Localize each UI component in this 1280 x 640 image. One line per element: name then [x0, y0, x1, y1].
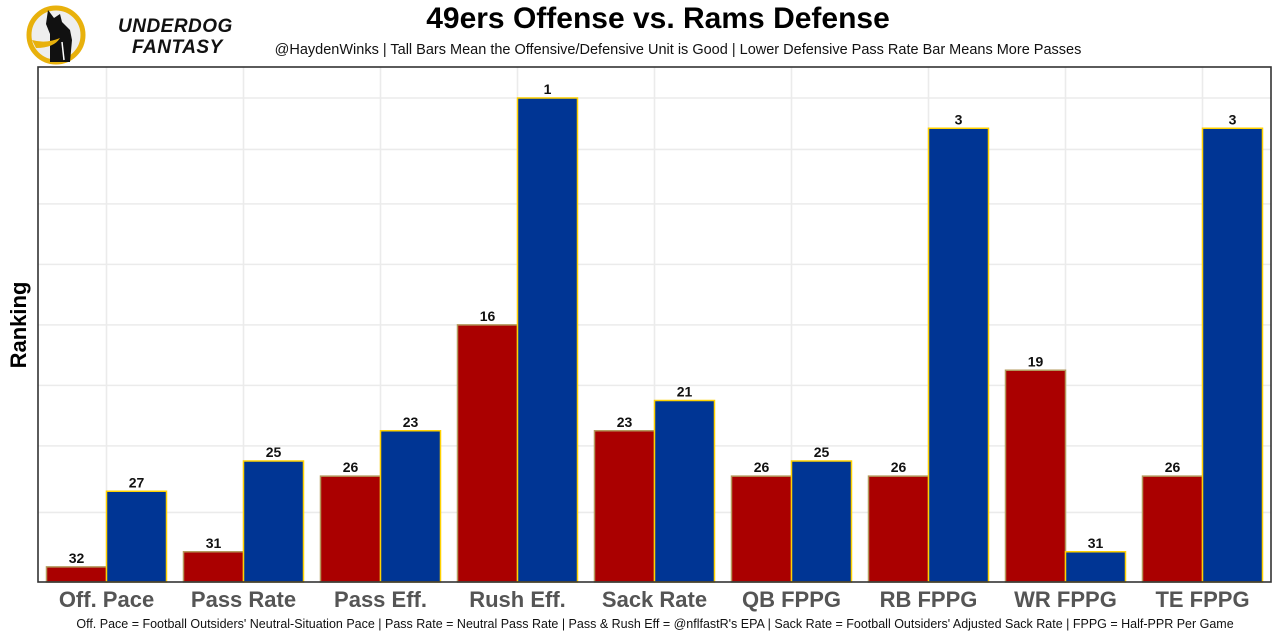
x-axis-ticks: Off. Pace Pass Rate Pass Eff. Rush Eff. Sack… [59, 587, 1250, 612]
data-label: 16 [480, 308, 496, 324]
data-labels: 32 27 31 25 26 23 16 1 23 21 26 25 26 3 19 31 26 3 [69, 81, 1237, 566]
x-tick-label: Sack Rate [602, 587, 707, 612]
data-label: 3 [1229, 111, 1237, 127]
logo-line-1: UNDERDOG [118, 16, 233, 37]
defense-bar-pass-eff [379, 430, 442, 583]
data-label: 25 [266, 444, 282, 460]
data-label: 31 [1088, 535, 1104, 551]
offense-bar-rush-eff [456, 324, 519, 583]
x-tick-label: Rush Eff. [469, 587, 566, 612]
defense-bar-sack-rate [653, 399, 716, 583]
logo-line-2: FANTASY [132, 37, 223, 58]
offense-bar-qb-fppg [730, 475, 793, 583]
defense-bar-off-pace [105, 490, 168, 583]
defense-bar-wr-fppg [1064, 551, 1127, 583]
data-label: 26 [891, 459, 907, 475]
offense-bar-off-pace [45, 566, 108, 583]
logo-wordmark: UNDERDOG FANTASY [118, 16, 233, 58]
offense-bar-sack-rate [593, 430, 656, 583]
chart-caption: Off. Pace = Football Outsiders' Neutral-… [76, 617, 1234, 631]
defense-bar-rb-fppg [927, 127, 990, 583]
data-label: 31 [206, 535, 222, 551]
data-label: 3 [955, 111, 963, 127]
data-label: 26 [343, 459, 359, 475]
offense-bar-pass-eff [319, 475, 382, 583]
x-tick-label: Pass Eff. [334, 587, 427, 612]
offense-bar-te-fppg [1141, 475, 1204, 583]
x-tick-label: Off. Pace [59, 587, 154, 612]
data-label: 26 [1165, 459, 1181, 475]
defense-bar-rush-eff [516, 97, 579, 583]
defense-bar-te-fppg [1201, 127, 1264, 583]
plot-panel-border [37, 66, 1272, 583]
data-label: 23 [403, 414, 419, 430]
data-label: 26 [754, 459, 770, 475]
x-tick-label: QB FPPG [742, 587, 841, 612]
data-label: 19 [1028, 353, 1044, 369]
data-label: 27 [129, 474, 145, 490]
data-label: 21 [677, 384, 693, 400]
chart-title: 49ers Offense vs. Rams Defense [426, 2, 890, 35]
data-label: 25 [814, 444, 830, 460]
x-tick-label: Pass Rate [191, 587, 296, 612]
bars [45, 97, 1264, 583]
underdog-fantasy-logo: UNDERDOG FANTASY [26, 4, 266, 65]
chart-subtitle: @HaydenWinks | Tall Bars Mean the Offens… [274, 42, 1082, 58]
offense-bar-pass-rate [182, 551, 245, 583]
x-tick-label: RB FPPG [880, 587, 978, 612]
x-tick-label: TE FPPG [1155, 587, 1249, 612]
defense-bar-pass-rate [242, 460, 305, 583]
defense-bar-qb-fppg [790, 460, 853, 583]
x-tick-label: WR FPPG [1014, 587, 1117, 612]
offense-bar-wr-fppg [1004, 369, 1067, 583]
data-label: 23 [617, 414, 633, 430]
data-label: 32 [69, 550, 85, 566]
data-label: 1 [544, 81, 552, 97]
dog-silhouette-icon [26, 5, 86, 65]
offense-bar-rb-fppg [867, 475, 930, 583]
